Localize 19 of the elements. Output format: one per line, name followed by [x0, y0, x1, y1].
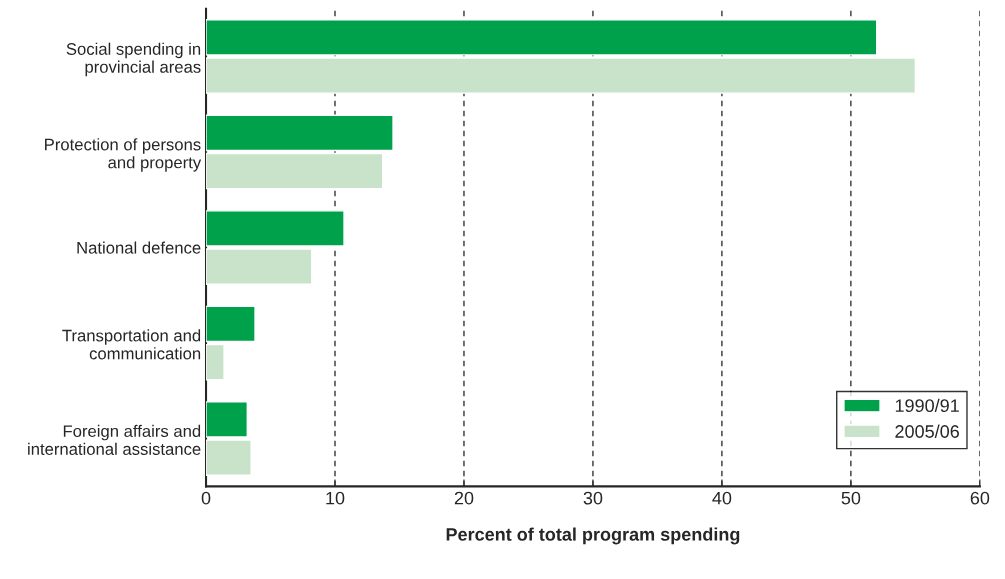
y-tick-label: Protection of persons and property [45, 138, 202, 172]
bar [206, 343, 225, 381]
bar [206, 152, 384, 190]
bar [206, 305, 256, 343]
x-tick-label: 20 [454, 491, 474, 505]
y-tick-label: Foreign affairs and international assistance [28, 424, 201, 455]
x-tick-label: 50 [841, 491, 861, 505]
x-axis-title: Percent of total program spending [446, 527, 740, 545]
y-tick-label: National defence [77, 241, 201, 254]
x-tick-label: 60 [970, 491, 990, 505]
x-tick-label: 40 [712, 491, 732, 505]
y-tick-label: Transportation and communication [62, 329, 201, 360]
legend-label: 1990/91 [895, 398, 959, 413]
legend-label: 2005/06 [895, 424, 959, 438]
bar [206, 114, 394, 152]
x-tick-label: 10 [326, 491, 345, 505]
x-tick-label: 30 [583, 491, 603, 505]
y-tick-label: Social spending in provincial areas [66, 42, 201, 77]
x-tick-label: 0 [201, 491, 211, 505]
